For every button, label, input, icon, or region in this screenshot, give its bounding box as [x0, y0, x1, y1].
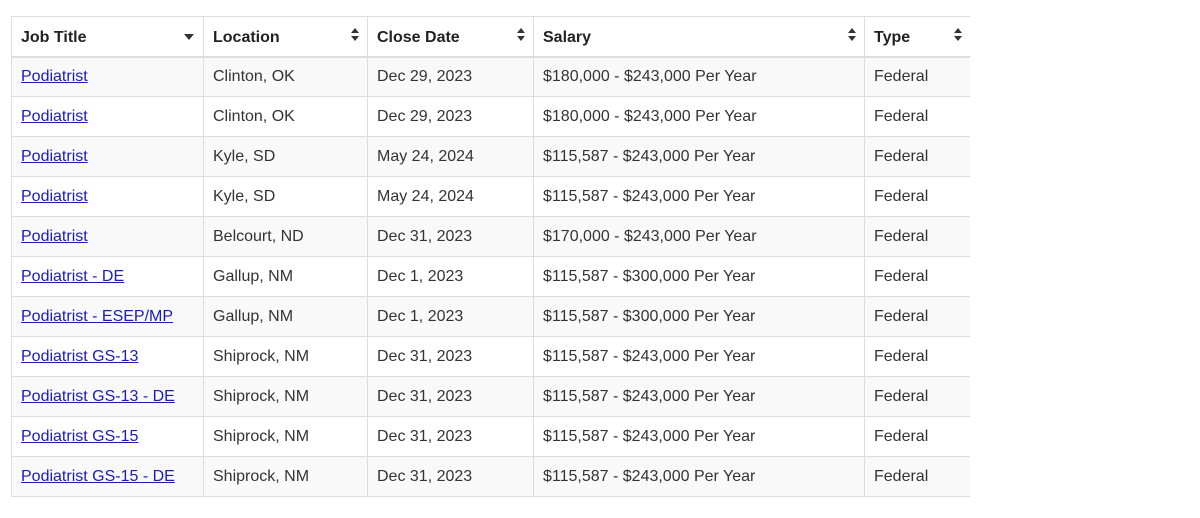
job-title-link[interactable]: Podiatrist — [21, 187, 88, 205]
job-title-link[interactable]: Podiatrist — [21, 67, 88, 85]
table-row: Podiatrist GS-15 - DE Shiprock, NM Dec 31,… — [11, 456, 970, 497]
sort-both-icon — [517, 28, 525, 42]
table-row: Podiatrist Kyle, SD May 24, 2024 $115,587 -… — [11, 176, 970, 217]
cell-salary: $115,587 - $243,000 Per Year — [533, 136, 865, 177]
cell-location: Clinton, OK — [203, 56, 368, 97]
cell-close-date: Dec 29, 2023 — [367, 56, 534, 97]
cell-close-date: May 24, 2024 — [367, 176, 534, 217]
column-header-job-title[interactable]: Job Title — [11, 16, 204, 58]
caret-down-icon — [184, 34, 194, 40]
cell-salary: $115,587 - $243,000 Per Year — [533, 336, 865, 377]
table-row: Podiatrist Clinton, OK Dec 29, 2023 $180,00… — [11, 96, 970, 137]
cell-salary: $115,587 - $243,000 Per Year — [533, 416, 865, 457]
cell-type: Federal — [864, 456, 970, 497]
cell-job-title: Podiatrist — [11, 176, 204, 217]
cell-type: Federal — [864, 96, 970, 137]
cell-job-title: Podiatrist GS-13 - DE — [11, 376, 204, 417]
sort-both-icon — [351, 28, 359, 42]
cell-job-title: Podiatrist GS-13 — [11, 336, 204, 377]
cell-close-date: Dec 31, 2023 — [367, 376, 534, 417]
table-row: Podiatrist GS-13 - DE Shiprock, NM Dec 31,… — [11, 376, 970, 417]
cell-location: Shiprock, NM — [203, 456, 368, 497]
cell-salary: $115,587 - $243,000 Per Year — [533, 456, 865, 497]
cell-salary: $115,587 - $243,000 Per Year — [533, 176, 865, 217]
header-row: Job Title Location Close Date — [11, 16, 970, 58]
cell-location: Kyle, SD — [203, 176, 368, 217]
job-title-link[interactable]: Podiatrist - DE — [21, 267, 125, 285]
job-title-link[interactable]: Podiatrist — [21, 107, 88, 125]
cell-location: Shiprock, NM — [203, 416, 368, 457]
cell-job-title: Podiatrist GS-15 — [11, 416, 204, 457]
job-title-link[interactable]: Podiatrist GS-15 — [21, 427, 139, 445]
cell-location: Shiprock, NM — [203, 376, 368, 417]
job-title-link[interactable]: Podiatrist GS-15 - DE — [21, 467, 175, 485]
cell-type: Federal — [864, 336, 970, 377]
column-header-label: Salary — [543, 29, 592, 47]
cell-location: Belcourt, ND — [203, 216, 368, 257]
table-row: Podiatrist GS-15 Shiprock, NM Dec 31, 2023… — [11, 416, 970, 457]
column-header-location[interactable]: Location — [203, 16, 368, 58]
cell-location: Shiprock, NM — [203, 336, 368, 377]
table-row: Podiatrist Clinton, OK Dec 29, 2023 $180,00… — [11, 56, 970, 97]
cell-salary: $115,587 - $300,000 Per Year — [533, 296, 865, 337]
table-row: Podiatrist Belcourt, ND Dec 31, 2023 $170,0… — [11, 216, 970, 257]
cell-type: Federal — [864, 136, 970, 177]
cell-job-title: Podiatrist — [11, 216, 204, 257]
cell-close-date: Dec 1, 2023 — [367, 296, 534, 337]
column-header-label: Location — [213, 29, 280, 47]
cell-location: Clinton, OK — [203, 96, 368, 137]
sort-both-icon — [954, 28, 962, 42]
cell-close-date: Dec 31, 2023 — [367, 216, 534, 257]
cell-type: Federal — [864, 256, 970, 297]
cell-salary: $115,587 - $300,000 Per Year — [533, 256, 865, 297]
column-header-close-date[interactable]: Close Date — [367, 16, 534, 58]
cell-job-title: Podiatrist GS-15 - DE — [11, 456, 204, 497]
cell-type: Federal — [864, 176, 970, 217]
cell-location: Gallup, NM — [203, 256, 368, 297]
cell-close-date: May 24, 2024 — [367, 136, 534, 177]
job-title-link[interactable]: Podiatrist GS-13 - DE — [21, 387, 175, 405]
job-title-link[interactable]: Podiatrist GS-13 — [21, 347, 139, 365]
cell-salary: $170,000 - $243,000 Per Year — [533, 216, 865, 257]
table-row: Podiatrist - ESEP/MP Gallup, NM Dec 1, 202… — [11, 296, 970, 337]
cell-type: Federal — [864, 376, 970, 417]
column-header-label: Job Title — [21, 29, 87, 47]
cell-job-title: Podiatrist — [11, 56, 204, 97]
cell-close-date: Dec 31, 2023 — [367, 416, 534, 457]
table-body: Podiatrist Clinton, OK Dec 29, 2023 $180,00… — [11, 56, 970, 497]
cell-job-title: Podiatrist - ESEP/MP — [11, 296, 204, 337]
cell-location: Kyle, SD — [203, 136, 368, 177]
cell-job-title: Podiatrist — [11, 136, 204, 177]
job-title-link[interactable]: Podiatrist — [21, 147, 88, 165]
column-header-label: Type — [874, 29, 911, 47]
cell-type: Federal — [864, 216, 970, 257]
cell-salary: $180,000 - $243,000 Per Year — [533, 96, 865, 137]
cell-type: Federal — [864, 416, 970, 457]
table-row: Podiatrist - DE Gallup, NM Dec 1, 2023 $115… — [11, 256, 970, 297]
cell-close-date: Dec 1, 2023 — [367, 256, 534, 297]
jobs-table-container: Job Title Location Close Date — [11, 16, 970, 500]
cell-job-title: Podiatrist — [11, 96, 204, 137]
sort-both-icon — [848, 28, 856, 42]
column-header-type[interactable]: Type — [864, 16, 970, 58]
jobs-table: Job Title Location Close Date — [11, 16, 970, 497]
column-header-label: Close Date — [377, 29, 460, 47]
column-header-salary[interactable]: Salary — [533, 16, 865, 58]
job-title-link[interactable]: Podiatrist — [21, 227, 88, 245]
cell-job-title: Podiatrist - DE — [11, 256, 204, 297]
cell-close-date: Dec 31, 2023 — [367, 456, 534, 497]
cell-salary: $115,587 - $243,000 Per Year — [533, 376, 865, 417]
cell-type: Federal — [864, 56, 970, 97]
cell-salary: $180,000 - $243,000 Per Year — [533, 56, 865, 97]
table-row: Podiatrist GS-13 Shiprock, NM Dec 31, 2023… — [11, 336, 970, 377]
cell-close-date: Dec 31, 2023 — [367, 336, 534, 377]
table-header: Job Title Location Close Date — [11, 16, 970, 58]
cell-close-date: Dec 29, 2023 — [367, 96, 534, 137]
job-title-link[interactable]: Podiatrist - ESEP/MP — [21, 307, 174, 325]
table-row: Podiatrist Kyle, SD May 24, 2024 $115,587 -… — [11, 136, 970, 177]
cell-location: Gallup, NM — [203, 296, 368, 337]
cell-type: Federal — [864, 296, 970, 337]
